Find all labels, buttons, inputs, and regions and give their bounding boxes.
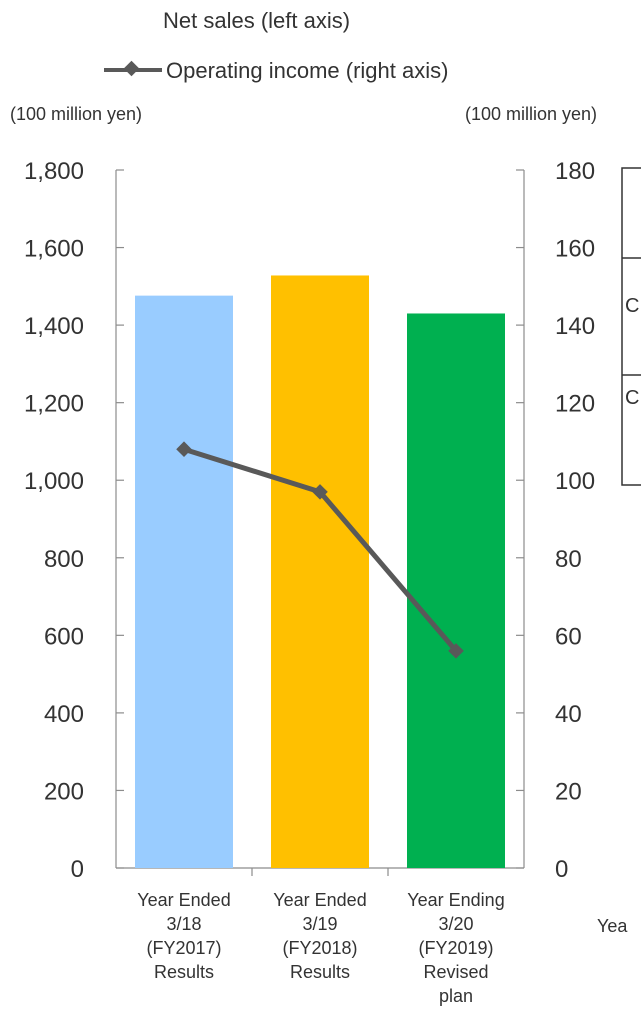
category-label: Revised xyxy=(423,962,488,982)
right-tick-label: 120 xyxy=(555,391,595,418)
left-tick-label: 800 xyxy=(44,546,84,573)
category-label: 3/19 xyxy=(302,914,337,934)
side-table-row-label: C xyxy=(625,295,639,317)
right-tick-label: 180 xyxy=(555,158,595,185)
category-label: Results xyxy=(154,962,214,982)
side-table-bottom-label: Yea xyxy=(597,916,628,936)
category-label: Year Ended xyxy=(273,890,366,910)
side-table: C C Yea xyxy=(597,167,641,936)
left-axis-ticks: 0 200 400 600 800 1,000 1,200 1,400 1,600 1,800 xyxy=(24,158,124,883)
right-tick-label: 20 xyxy=(555,778,582,805)
right-axis-unit: (100 million yen) xyxy=(465,104,597,124)
left-tick-label: 1,000 xyxy=(24,468,84,495)
category-label: (FY2019) xyxy=(418,938,493,958)
left-axis-unit: (100 million yen) xyxy=(10,104,142,124)
category-labels: Year Ended 3/18 (FY2017) Results Year Ended 3… xyxy=(137,890,504,1006)
category-label: (FY2017) xyxy=(146,938,221,958)
right-tick-label: 100 xyxy=(555,468,595,495)
bars xyxy=(135,275,505,876)
left-tick-label: 600 xyxy=(44,623,84,650)
right-axis-ticks: 0 20 40 60 80 100 120 140 160 180 xyxy=(516,158,595,883)
legend-operating-income-symbol xyxy=(104,60,162,77)
right-tick-label: 80 xyxy=(555,546,582,573)
left-tick-label: 1,400 xyxy=(24,313,84,340)
category-label: 3/20 xyxy=(438,914,473,934)
side-table-row-label: C xyxy=(625,387,639,409)
net-sales-bar xyxy=(407,313,505,868)
right-tick-label: 140 xyxy=(555,313,595,340)
left-tick-label: 0 xyxy=(71,856,84,883)
left-tick-label: 200 xyxy=(44,778,84,805)
category-label: plan xyxy=(439,986,473,1006)
right-tick-label: 40 xyxy=(555,701,582,728)
net-sales-bar xyxy=(135,295,233,868)
net-sales-bar xyxy=(271,275,369,868)
right-tick-label: 0 xyxy=(555,856,568,883)
left-tick-label: 400 xyxy=(44,701,84,728)
left-tick-label: 1,200 xyxy=(24,391,84,418)
legend-operating-income: Operating income (right axis) xyxy=(166,58,448,83)
right-tick-label: 60 xyxy=(555,623,582,650)
category-label: 3/18 xyxy=(166,914,201,934)
operating-income-point xyxy=(176,441,192,457)
category-label: Results xyxy=(290,962,350,982)
category-label: Year Ended xyxy=(137,890,230,910)
category-label: Year Ending xyxy=(407,890,504,910)
legend-net-sales: Net sales (left axis) xyxy=(163,8,350,33)
left-tick-label: 1,800 xyxy=(24,158,84,185)
right-tick-label: 160 xyxy=(555,236,595,263)
category-label: (FY2018) xyxy=(282,938,357,958)
left-tick-label: 1,600 xyxy=(24,236,84,263)
